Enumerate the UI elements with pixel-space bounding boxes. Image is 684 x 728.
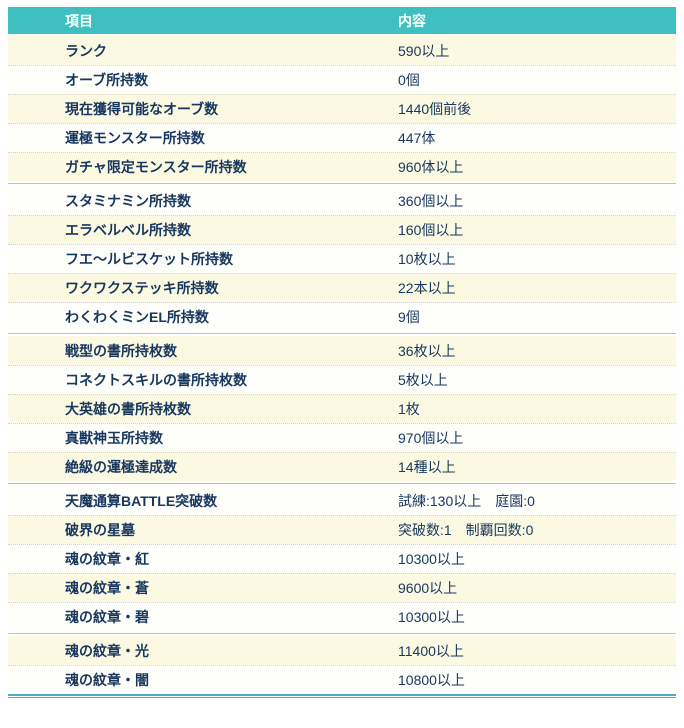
row-content-value: 22本以上 <box>398 280 456 296</box>
table-bottom-double-border <box>8 694 676 698</box>
table-row: 絶級の運極達成数 14種以上 <box>8 452 676 481</box>
table-row: わくわくミンEL所持数 9個 <box>8 302 676 331</box>
row-item-label: 戦型の書所持枚数 <box>65 342 177 359</box>
row-item-label: 天魔通算BATTLE突破数 <box>65 492 218 509</box>
row-item-label: フエ〜ルビスケット所持数 <box>65 251 233 267</box>
row-content-value: 36枚以上 <box>398 342 456 359</box>
row-content-value: 360個以上 <box>398 192 464 209</box>
table-row: オーブ所持数 0個 <box>8 65 676 94</box>
table-row: 魂の紋章・紅 10300以上 <box>8 544 676 573</box>
table-row: 魂の紋章・碧 10300以上 <box>8 602 676 631</box>
row-item-label: 魂の紋章・碧 <box>65 609 149 625</box>
row-content-value: 1440個前後 <box>398 101 472 117</box>
row-item-label: 魂の紋章・蒼 <box>65 580 149 596</box>
group-divider-line <box>8 631 676 636</box>
row-content-value: 10300以上 <box>398 551 465 567</box>
row-item-label: 魂の紋章・紅 <box>65 551 149 567</box>
table-row: コネクトスキルの書所持枚数 5枚以上 <box>8 365 676 394</box>
row-content-value: 9個 <box>398 309 420 325</box>
row-content-value: 970個以上 <box>398 430 464 446</box>
row-content-value: 10枚以上 <box>398 251 456 267</box>
row-content-value: 突破数:1 制覇回数:0 <box>398 522 534 538</box>
row-item-label: ガチャ限定モンスター所持数 <box>65 159 247 175</box>
table-row: 魂の紋章・闇 10800以上 <box>8 665 676 694</box>
row-item-label: エラベルベル所持数 <box>65 222 191 238</box>
column-header-content: 内容 <box>398 12 426 29</box>
table-row: 大英雄の書所持枚数 1枚 <box>8 394 676 423</box>
row-item-label: 運極モンスター所持数 <box>65 130 205 146</box>
table-row: 天魔通算BATTLE突破数 試練:130以上 庭園:0 <box>8 486 676 515</box>
row-content-value: 5枚以上 <box>398 372 448 388</box>
table-row: フエ〜ルビスケット所持数 10枚以上 <box>8 244 676 273</box>
table-header-row: 項目 内容 <box>8 7 676 36</box>
row-content-value: 10800以上 <box>398 672 465 688</box>
row-item-label: スタミナミン所持数 <box>65 192 191 209</box>
table-row: 魂の紋章・光 11400以上 <box>8 636 676 665</box>
row-item-label: 破界の星墓 <box>65 522 135 538</box>
row-item-label: 絶級の運極達成数 <box>65 459 177 475</box>
row-item-label: コネクトスキルの書所持枚数 <box>65 372 247 388</box>
table-row: スタミナミン所持数 360個以上 <box>8 186 676 215</box>
group-divider-line <box>8 181 676 186</box>
group-divider-line <box>8 481 676 486</box>
row-content-value: 1枚 <box>398 401 420 417</box>
table-body: ランク 590以上オーブ所持数 0個現在獲得可能なオーブ数 1440個前後運極モンスタ… <box>8 36 676 694</box>
table-row: 戦型の書所持枚数 36枚以上 <box>8 336 676 365</box>
row-content-value: 0個 <box>398 72 420 88</box>
row-item-label: わくわくミンEL所持数 <box>65 309 209 325</box>
row-content-value: 960体以上 <box>398 159 464 175</box>
table-row: ランク 590以上 <box>8 36 676 65</box>
row-item-label: 真獣神玉所持数 <box>65 430 163 446</box>
table-row: 真獣神玉所持数 970個以上 <box>8 423 676 452</box>
account-status-table: 項目 内容 ランク 590以上オーブ所持数 0個現在獲得可能なオーブ数 1440個前後… <box>8 7 676 698</box>
table-row: ガチャ限定モンスター所持数 960体以上 <box>8 152 676 181</box>
row-item-label: ワクワクステッキ所持数 <box>65 280 219 296</box>
page: 項目 内容 ランク 590以上オーブ所持数 0個現在獲得可能なオーブ数 1440個前後… <box>0 7 684 728</box>
row-content-value: 10300以上 <box>398 609 465 625</box>
row-item-label: 魂の紋章・光 <box>65 642 149 659</box>
table-row: ワクワクステッキ所持数 22本以上 <box>8 273 676 302</box>
table-row: 運極モンスター所持数 447体 <box>8 123 676 152</box>
row-item-label: 現在獲得可能なオーブ数 <box>65 101 219 117</box>
row-content-value: 11400以上 <box>398 642 464 659</box>
column-header-item: 項目 <box>65 12 93 29</box>
row-item-label: ランク <box>65 42 107 59</box>
table-row: 現在獲得可能なオーブ数 1440個前後 <box>8 94 676 123</box>
row-content-value: 447体 <box>398 130 436 146</box>
row-item-label: オーブ所持数 <box>65 72 149 88</box>
row-item-label: 魂の紋章・闇 <box>65 672 149 688</box>
table-row: エラベルベル所持数 160個以上 <box>8 215 676 244</box>
row-content-value: 160個以上 <box>398 222 464 238</box>
table-row: 破界の星墓 突破数:1 制覇回数:0 <box>8 515 676 544</box>
group-divider-line <box>8 331 676 336</box>
row-item-label: 大英雄の書所持枚数 <box>65 401 191 417</box>
row-content-value: 試練:130以上 庭園:0 <box>398 492 535 509</box>
row-content-value: 9600以上 <box>398 580 458 596</box>
row-content-value: 590以上 <box>398 42 450 59</box>
row-content-value: 14種以上 <box>398 459 456 475</box>
table-row: 魂の紋章・蒼 9600以上 <box>8 573 676 602</box>
